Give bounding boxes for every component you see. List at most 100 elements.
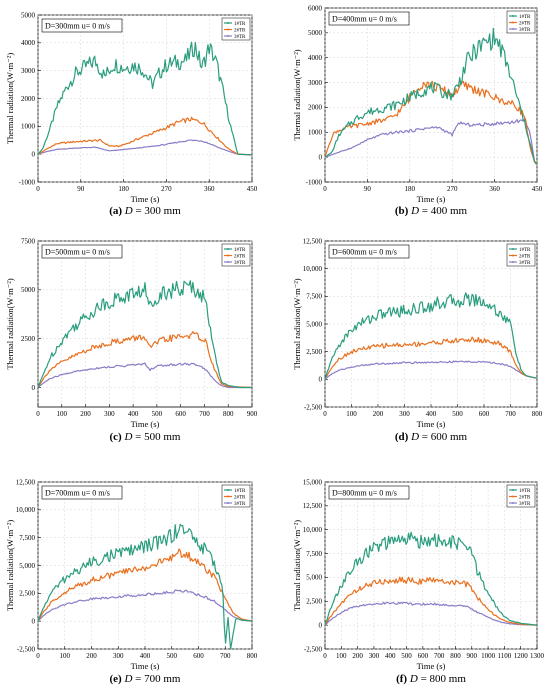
y-tick-label: 12,500 — [16, 478, 36, 486]
series-line-1tr — [324, 531, 538, 626]
x-tick-label: 500 — [401, 652, 412, 660]
legend-marker — [227, 35, 229, 37]
legend-label: 3#TR — [519, 261, 531, 266]
y-tick-label: 2500 — [21, 335, 36, 343]
caption-value: = 700 mm — [132, 673, 181, 685]
x-tick-label: 0 — [36, 652, 40, 660]
x-tick-label: 800 — [450, 652, 461, 660]
x-tick-label: 300 — [369, 652, 380, 660]
y-tick-label: 0 — [32, 150, 36, 158]
x-tick-label: 600 — [418, 652, 429, 660]
series-line-1tr — [37, 280, 252, 389]
series-line-3tr — [37, 589, 253, 622]
condition-label: D=400mm u= 0 m/s — [332, 15, 397, 24]
x-tick-label: 600 — [193, 652, 204, 660]
y-tick-label: 4000 — [308, 54, 323, 62]
y-tick-label: 0 — [319, 376, 323, 384]
series-line-2tr — [324, 576, 538, 626]
x-tick-label: 400 — [385, 652, 396, 660]
x-tick-label: 200 — [373, 410, 384, 418]
legend-label: 2#TR — [234, 28, 246, 33]
x-tick-label: 700 — [220, 652, 231, 660]
condition-box — [41, 244, 123, 259]
x-tick-label: 450 — [247, 185, 258, 193]
x-tick-label: 180 — [118, 185, 129, 193]
x-axis-label: Time (s) — [417, 194, 446, 204]
legend-label: 3#TR — [234, 261, 246, 266]
legend-marker — [512, 248, 514, 250]
x-tick-label: 1000 — [481, 652, 496, 660]
condition-label: D=500mm u= 0 m/s — [45, 248, 110, 257]
panel-caption: (e) D = 700 mm — [110, 673, 181, 685]
caption-value: = 300 mm — [133, 205, 182, 217]
x-tick-label: 0 — [36, 410, 40, 418]
caption-value: = 400 mm — [419, 205, 468, 217]
series-line-3tr — [324, 360, 538, 380]
y-tick-label: -2,500 — [304, 403, 323, 411]
caption-prefix: (d) — [395, 431, 411, 443]
panel-caption: (d) D = 600 mm — [395, 431, 468, 443]
x-tick-label: 700 — [199, 410, 210, 418]
x-tick-label: 90 — [364, 185, 372, 193]
legend-label: 2#TR — [234, 495, 246, 500]
legend-marker — [227, 248, 229, 250]
y-tick-label: 0 — [319, 621, 323, 629]
legend-marker — [227, 495, 229, 498]
x-tick-label: 400 — [140, 652, 151, 660]
y-tick-label: 7,500 — [19, 534, 35, 542]
y-tick-label: 10,000 — [303, 526, 323, 534]
x-tick-label: 1200 — [514, 652, 529, 660]
legend-marker — [227, 489, 229, 491]
caption-prefix: (f) — [396, 673, 410, 685]
y-tick-label: -1000 — [306, 178, 323, 186]
legend-label: 3#TR — [519, 28, 531, 33]
y-tick-label: 1000 — [308, 129, 323, 137]
x-tick-label: 200 — [86, 652, 97, 660]
x-tick-label: 300 — [104, 410, 115, 418]
legend-label: 2#TR — [519, 495, 531, 500]
caption-variable: D — [410, 205, 419, 217]
x-tick-label: 600 — [479, 410, 490, 418]
y-axis-label: Thermal radiation(W·m⁻²) — [5, 53, 15, 144]
x-tick-label: 300 — [399, 410, 410, 418]
x-tick-label: 270 — [161, 185, 172, 193]
x-tick-label: 180 — [405, 185, 416, 193]
y-axis-label: Thermal radiation(W·m⁻²) — [292, 520, 302, 611]
legend-label: 2#TR — [519, 254, 531, 259]
x-tick-label: 1100 — [498, 652, 512, 660]
y-tick-label: 2,500 — [306, 348, 322, 356]
x-tick-label: 400 — [426, 410, 437, 418]
x-tick-label: 0 — [36, 185, 40, 193]
y-tick-label: 0 — [32, 384, 36, 392]
chart-panel-f: -2,50002,5005,0007,50010,00012,50015,000… — [292, 478, 545, 685]
x-axis-label: Time (s) — [417, 661, 446, 671]
caption-variable: D — [409, 673, 418, 685]
y-tick-label: 2,500 — [19, 590, 35, 598]
caption-prefix: (c) — [110, 431, 125, 443]
series-line-1tr — [324, 27, 538, 165]
y-tick-label: 7500 — [21, 237, 36, 245]
y-tick-label: 2000 — [21, 95, 36, 103]
x-tick-label: 500 — [167, 652, 178, 660]
chart-panel-c: 0 2500 5000 7500 0 100 200 300 400 500 600 700 800 90… — [5, 237, 258, 443]
y-tick-label: -2,500 — [304, 645, 323, 653]
legend-label: 1#TR — [519, 15, 531, 20]
series-line-1tr — [37, 523, 253, 650]
legend-marker — [512, 495, 514, 498]
condition-label: D=700mm u= 0 m/s — [45, 489, 110, 498]
y-tick-label: 12,500 — [303, 237, 323, 245]
plot-frame-b — [324, 7, 538, 183]
x-tick-label: 200 — [80, 410, 91, 418]
legend-marker — [512, 489, 514, 491]
y-tick-label: 15,000 — [303, 478, 323, 486]
x-tick-label: 90 — [77, 185, 85, 193]
y-tick-label: -2,500 — [17, 645, 36, 653]
condition-label: D=800mm u= 0 m/s — [332, 489, 397, 498]
caption-prefix: (e) — [110, 673, 125, 685]
x-tick-label: 360 — [489, 185, 500, 193]
legend-marker — [227, 502, 229, 504]
legend-marker — [512, 15, 514, 17]
